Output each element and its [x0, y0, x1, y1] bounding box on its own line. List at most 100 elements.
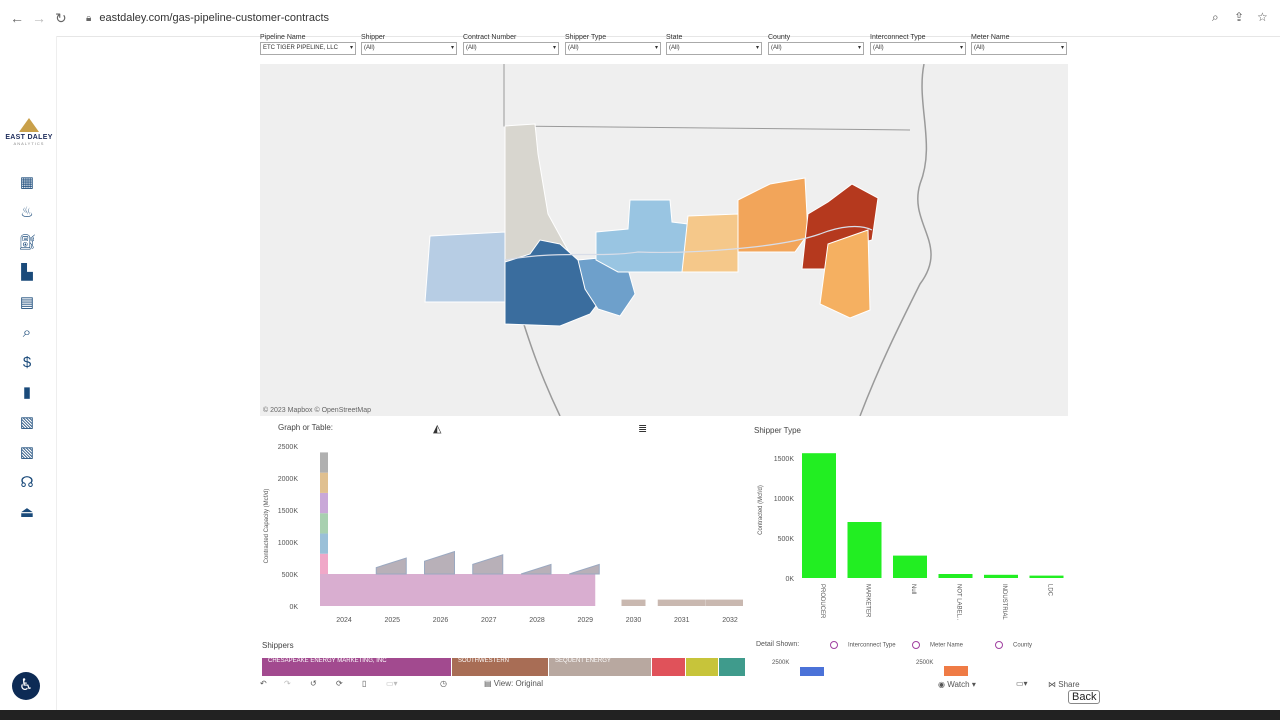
filter-pipeline-name[interactable]: Pipeline Name ETC TIGER PIPELINE, LLC ▾ — [260, 34, 356, 55]
viz-toolbar: ↶ ↷ ↺ ⟳ ▯ ▭▾ ◷ ▤ View: Original ◉ Watch … — [258, 676, 1098, 694]
county-region[interactable] — [801, 183, 879, 270]
revert-icon[interactable]: ↺ — [310, 679, 317, 688]
oil-pump-icon[interactable]: ⛽︎ — [18, 234, 38, 251]
county-region[interactable] — [819, 229, 871, 319]
filter-value: (All) — [974, 45, 985, 51]
filter-contract-number[interactable]: Contract Number (All) ▾ — [463, 34, 559, 55]
bookmark-star-icon[interactable]: ☆ — [1257, 10, 1268, 24]
comment-icon[interactable]: ▭▾ — [1016, 679, 1028, 688]
filter-meter-name[interactable]: Meter Name (All) ▾ — [971, 34, 1067, 55]
filter-shipper-type[interactable]: Shipper Type (All) ▾ — [565, 34, 661, 55]
detail-shown-label: Detail Shown: — [756, 641, 800, 648]
map-svg[interactable] — [260, 64, 1068, 416]
shipper-bar[interactable]: SEQUENT ENERGY — [549, 658, 651, 676]
y-tick-label: 500K — [778, 536, 795, 543]
timer-icon[interactable]: ◷ — [440, 679, 447, 688]
money-hand-icon[interactable]: $ — [22, 354, 32, 371]
back-button[interactable]: Back — [1068, 690, 1101, 704]
detail-option-label: Interconnect Type — [848, 642, 896, 649]
x-tick-label: MARKETER — [865, 584, 871, 618]
dropdown-arrow-icon: ▾ — [1060, 45, 1064, 51]
east-daley-logo[interactable]: EAST DALEY ANALYTICS — [4, 118, 54, 146]
county-region[interactable] — [595, 199, 689, 273]
y-tick-label: 0K — [289, 604, 298, 611]
shipper-bar-label: CHESAPEAKE ENERGY MARKETING, INC — [268, 658, 387, 664]
y-tick-label: 0K — [785, 576, 794, 583]
filter-shipper[interactable]: Shipper (All) ▾ — [361, 34, 457, 55]
filter-interconnect-type[interactable]: Interconnect Type (All) ▾ — [870, 34, 966, 55]
facility-icon[interactable]: ▙ — [21, 264, 33, 281]
shipper-bar[interactable] — [686, 658, 718, 676]
radio-icon — [995, 641, 1003, 649]
lock-icon: 🔒︎ — [86, 12, 92, 24]
logout-icon[interactable]: ⏏ — [19, 504, 35, 521]
share-page-icon[interactable]: ⇪ — [1234, 10, 1245, 24]
y-tick-label: 1000K — [774, 496, 795, 503]
detail-bar[interactable] — [800, 667, 824, 676]
x-tick-label: Null — [910, 584, 916, 594]
x-tick-label: 2024 — [336, 617, 352, 624]
shipper-bar[interactable] — [652, 658, 685, 676]
x-tick-label: 2025 — [384, 617, 400, 624]
area-chart-toggle-icon[interactable]: ◭ — [433, 423, 442, 435]
bar — [847, 522, 882, 578]
reload-icon[interactable]: ↻ — [55, 10, 67, 26]
pause-icon[interactable]: ▯ — [362, 679, 367, 688]
forward-arrow-icon[interactable]: → — [32, 10, 46, 26]
redo-icon[interactable]: ↷ — [284, 679, 291, 688]
bar-chart-icon[interactable]: ▮ — [22, 384, 32, 401]
shipper-type-bar-chart[interactable]: 1500K 1000K 500K 0K Contracted (Mcf/d) PRODUC… — [752, 440, 1072, 620]
county-map[interactable]: © 2023 Mapbox © OpenStreetMap — [260, 64, 1068, 416]
radio-icon — [912, 641, 920, 649]
share-button[interactable]: ⋈ Share — [1048, 680, 1080, 689]
detail-option-label: Meter Name — [930, 642, 964, 649]
shipper-bar[interactable] — [719, 658, 745, 676]
area-series-tail — [621, 599, 646, 606]
detail-option[interactable]: Interconnect Type — [830, 641, 896, 649]
extract-icon[interactable]: ▭▾ — [386, 679, 398, 688]
address-bar[interactable]: 🔒︎ eastdaley.com/gas-pipeline-customer-c… — [86, 8, 329, 28]
search-chart-icon[interactable]: ⌕ — [22, 324, 32, 341]
detail-ytick: 2500K — [916, 660, 934, 666]
radio-icon — [830, 641, 838, 649]
dropdown-arrow-icon: ▾ — [755, 45, 759, 51]
area-series-layer — [320, 492, 328, 514]
dropdown-arrow-icon: ▾ — [450, 45, 454, 51]
detail-option[interactable]: County — [995, 641, 1032, 649]
county-region[interactable] — [681, 213, 739, 273]
filter-county[interactable]: County (All) ▾ — [768, 34, 864, 55]
headset-icon[interactable]: ☊ — [20, 474, 34, 491]
logo-text: EAST DALEY — [5, 134, 53, 141]
county-region[interactable] — [424, 231, 506, 303]
zoom-icon[interactable]: ⌕ — [1212, 10, 1219, 24]
contracted-capacity-chart[interactable]: 2500K 2000K 1500K 1000K 500K 0K Contracted Cap… — [258, 438, 743, 626]
filter-label: Shipper Type — [565, 34, 607, 41]
detail-bar[interactable] — [944, 666, 968, 676]
shipper-bar[interactable]: SOUTHWESTERN — [452, 658, 548, 676]
undo-icon[interactable]: ↶ — [260, 679, 267, 688]
watch-label: Watch — [947, 680, 970, 689]
shipper-bar[interactable]: CHESAPEAKE ENERGY MARKETING, INC — [262, 658, 451, 676]
refresh-icon[interactable]: ⟳ — [336, 679, 343, 688]
calendar-icon[interactable]: ▤ — [19, 294, 35, 311]
shipper-type-label: Shipper Type — [754, 426, 801, 435]
logo-subtext: ANALYTICS — [13, 141, 45, 146]
dashboard-icon[interactable]: ▦ — [19, 174, 35, 191]
watch-button[interactable]: ◉ Watch ▾ — [938, 680, 976, 689]
river — [859, 64, 932, 416]
sidebar: EAST DALEY ANALYTICS ▦ ♨ ⛽︎ ▙ ▤ ⌕ $ ▮ ▧ … — [0, 36, 57, 710]
table-toggle-icon[interactable]: ≣ — [638, 423, 648, 435]
shipper-bar-label: SEQUENT ENERGY — [555, 658, 611, 664]
county-region[interactable] — [504, 123, 571, 263]
accessibility-icon[interactable]: ♿︎ — [12, 672, 40, 700]
report-chart-2-icon[interactable]: ▧ — [19, 444, 35, 461]
area-series-hump — [375, 557, 407, 575]
river — [519, 311, 561, 416]
view-original-button[interactable]: ▤ View: Original — [484, 679, 543, 688]
flame-icon[interactable]: ♨ — [20, 204, 34, 221]
report-chart-icon[interactable]: ▧ — [19, 414, 35, 431]
filter-state[interactable]: State (All) ▾ — [666, 34, 762, 55]
detail-option[interactable]: Meter Name — [912, 641, 963, 649]
back-arrow-icon[interactable]: ← — [10, 10, 24, 26]
county-region[interactable] — [737, 177, 809, 253]
